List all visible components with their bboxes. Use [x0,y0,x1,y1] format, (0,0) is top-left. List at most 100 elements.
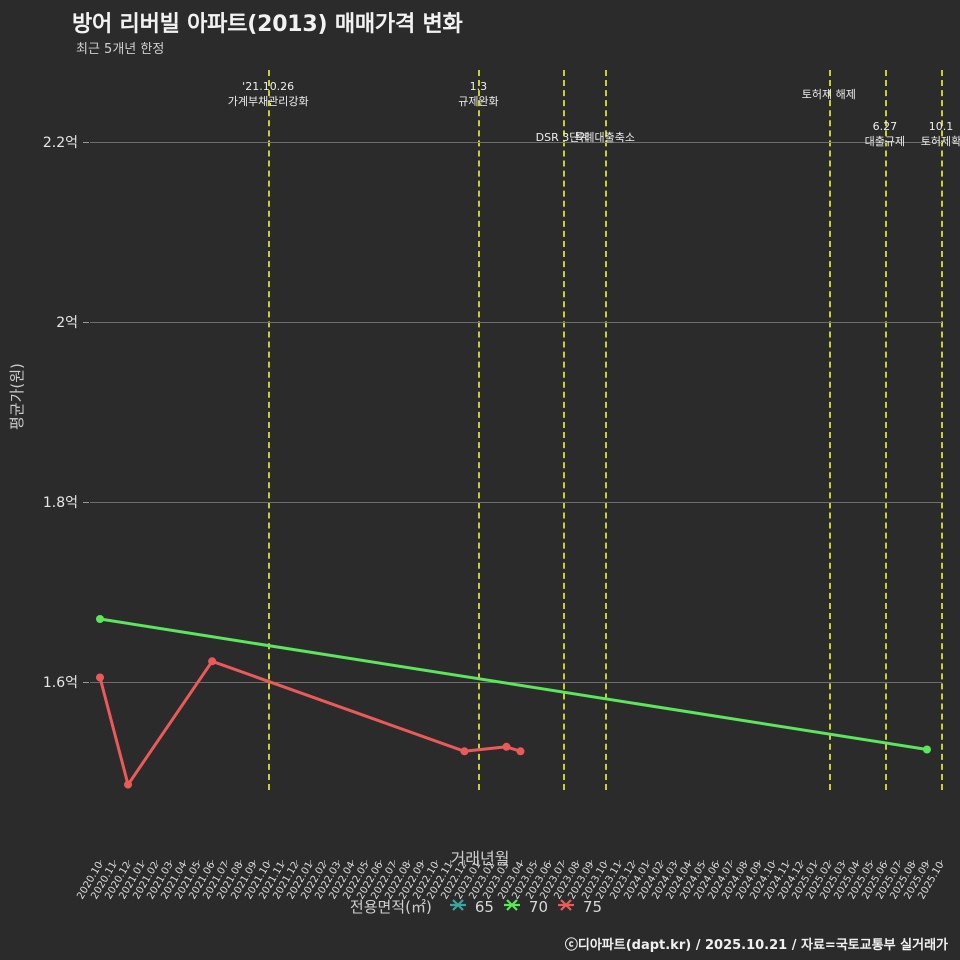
x-tick-mark [660,860,662,865]
footer-credit: ⓒ디아파트(dapt.kr) / 2025.10.21 / 자료=국토교통부 실… [564,938,948,953]
x-tick-mark [478,860,480,865]
x-tick-mark [926,860,928,865]
gridline [90,502,942,503]
event-line [884,70,887,790]
x-tick-mark [758,860,760,865]
x-tick-mark [198,860,200,865]
x-tick-mark [814,860,816,865]
event-line [604,70,607,790]
x-tick-mark [618,860,620,865]
x-tick-mark [800,860,802,865]
data-point-75 [124,780,133,789]
legend-label: 70 [528,897,548,916]
x-tick-mark [394,860,396,865]
y-tick-mark [83,502,89,503]
y-tick-label: 1.8억 [42,495,78,511]
legend-item-70[interactable]: 70 [502,897,548,917]
annotation-text: 토허제 해제 [801,88,856,101]
event-line [478,70,481,790]
chart-legend: 전용면적(㎡) 65 70 75 [0,896,960,917]
y-tick-label: 2.2억 [42,135,78,151]
annotation-2: 1.3 규제완화 [458,80,498,110]
x-tick-mark [310,860,312,865]
annotation-text: DSR 3단계 [535,131,590,144]
x-axis-title: 거래년월 [450,849,510,868]
legend-marker-icon [448,897,468,917]
annotation-text: 토허제확 [920,134,960,148]
legend-label: 75 [583,897,603,916]
x-tick-mark [912,860,914,865]
x-tick-mark [702,860,704,865]
x-tick-mark [422,860,424,865]
x-tick-mark [884,860,886,865]
annotation-1: DSR 3단계 [536,131,590,146]
data-point-75 [208,657,217,666]
x-tick-mark [254,860,256,865]
x-tick-mark [590,860,592,865]
x-tick-mark [352,860,354,865]
annotation-6: 10.1 토허제확 [921,120,960,150]
event-line [828,70,831,790]
x-tick-mark [506,860,508,865]
x-tick-mark [226,860,228,865]
legend-marker-icon [556,897,576,917]
y-tick-mark [83,682,89,683]
x-tick-mark [898,860,900,865]
x-tick-mark [338,860,340,865]
x-tick-mark [688,860,690,865]
annotation-text: 규제완화 [458,94,499,108]
annotation-date: 10.1 [928,120,954,133]
annotation-5: 6.27 대출규제 [865,120,905,150]
annotation-date: '21.10.26 [242,80,295,93]
legend-label: 65 [474,897,494,916]
x-tick-mark [464,860,466,865]
y-tick-mark [83,322,89,323]
x-tick-mark [114,860,116,865]
event-line [562,70,565,790]
annotation-3: 특례대출축소 [574,131,635,146]
chart-title: 방어 리버빌 아파트(2013) 매매가격 변화 [72,12,463,37]
x-tick-mark [632,860,634,865]
gridline [90,322,942,323]
legend-item-65[interactable]: 65 [448,897,494,917]
x-tick-mark [324,860,326,865]
x-tick-mark [744,860,746,865]
x-tick-mark [380,860,382,865]
event-line [268,70,271,790]
x-tick-mark [128,860,130,865]
x-tick-mark [548,860,550,865]
x-tick-mark [450,860,452,865]
x-tick-mark [786,860,788,865]
data-point-75 [96,673,104,682]
x-tick-mark [268,860,270,865]
y-tick-label: 2억 [56,315,78,331]
data-point-75 [460,747,469,756]
data-point-75 [502,742,511,751]
annotation-date: 1.3 [469,80,488,93]
y-tick-label: 1.6억 [42,675,78,691]
x-tick-mark [296,860,298,865]
data-point-70 [922,745,931,754]
legend-title: 전용면적(㎡) [349,898,432,916]
x-tick-mark [156,860,158,865]
x-tick-mark [870,860,872,865]
x-tick-mark [716,860,718,865]
x-tick-mark [408,860,410,865]
annotation-0: '21.10.26 가계부채관리강화 [228,80,309,110]
series-line-70 [98,617,929,751]
annotation-text: 특례대출축소 [574,131,635,144]
annotation-text: 대출규제 [864,134,906,148]
annotation-4: 토허제 해제 [802,88,856,103]
legend-item-75[interactable]: 75 [556,897,602,917]
x-tick-mark [534,860,536,865]
x-tick-mark [842,860,844,865]
series-lines [96,615,931,789]
x-tick-mark [240,860,242,865]
y-tick-mark [83,142,89,143]
event-line [941,70,943,790]
x-tick-mark [646,860,648,865]
data-point-75 [516,747,525,756]
x-tick-mark [576,860,578,865]
series-line-75 [98,659,522,787]
x-tick-mark [282,860,284,865]
